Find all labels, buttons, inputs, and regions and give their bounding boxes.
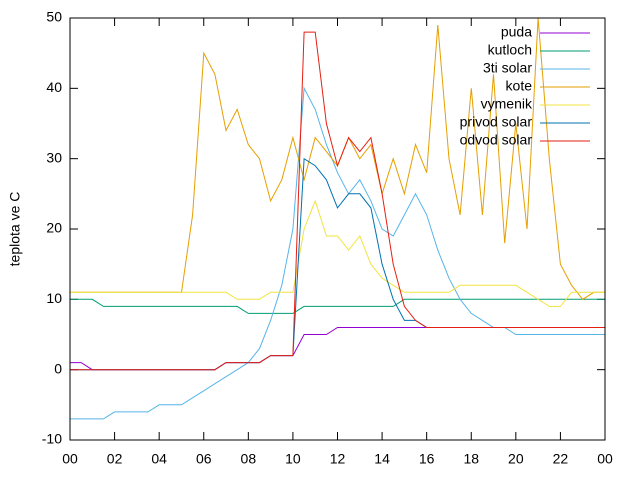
x-tick-label: 02 (107, 451, 123, 467)
y-tick-label: 50 (46, 9, 62, 25)
x-tick-label: 20 (508, 451, 524, 467)
y-tick-label: 30 (46, 149, 62, 165)
legend-label: kote (506, 78, 533, 94)
x-tick-label: 12 (330, 451, 346, 467)
y-tick-label: -10 (42, 431, 62, 447)
legend-label: 3ti solar (483, 60, 532, 76)
y-axis-label: teplota ve C (7, 192, 23, 267)
y-tick-label: 10 (46, 290, 62, 306)
x-tick-label: 06 (196, 451, 212, 467)
x-tick-label: 00 (597, 451, 613, 467)
y-tick-label: 20 (46, 220, 62, 236)
x-tick-label: 16 (419, 451, 435, 467)
x-tick-label: 10 (285, 451, 301, 467)
legend-label: kutloch (488, 42, 532, 58)
series-line (70, 86, 605, 420)
legend-label: odvod solar (460, 132, 533, 148)
series-line (70, 298, 605, 314)
x-tick-label: 14 (374, 451, 390, 467)
x-tick-label: 22 (553, 451, 569, 467)
plot-border (69, 17, 606, 441)
legend-label: puda (501, 24, 532, 40)
x-tick-label: 18 (463, 451, 479, 467)
y-tick-label: 40 (46, 79, 62, 95)
x-tick-label: 04 (151, 451, 167, 467)
series-line (70, 31, 605, 371)
legend-label: privod solar (460, 114, 533, 130)
x-tick-label: 00 (62, 451, 78, 467)
legend-label: vymenik (481, 96, 533, 112)
series-line (70, 199, 605, 307)
y-tick-label: 0 (54, 360, 62, 376)
x-tick-label: 08 (241, 451, 257, 467)
